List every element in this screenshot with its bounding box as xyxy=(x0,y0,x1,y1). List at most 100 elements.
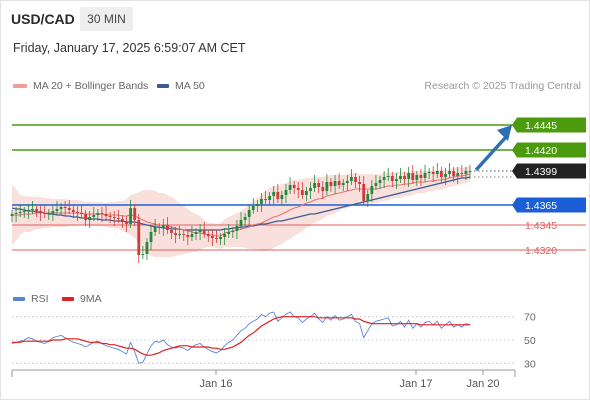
candle-body xyxy=(125,222,128,224)
candle-body xyxy=(149,232,153,242)
candle-body xyxy=(284,190,288,195)
projection-arrow-head xyxy=(497,125,512,141)
candle-body xyxy=(439,171,443,177)
ma50-swatch-icon xyxy=(157,84,169,88)
candle-body xyxy=(227,232,231,234)
candle-body xyxy=(292,185,296,188)
level-label-pointer-1.4445 xyxy=(512,117,517,133)
candle-body xyxy=(71,210,75,212)
candle-body xyxy=(272,192,276,196)
candle-body xyxy=(18,212,22,213)
candle-body xyxy=(63,207,67,208)
candle-body xyxy=(239,220,243,226)
candle-body xyxy=(10,214,14,216)
legend-ma50: MA 50 xyxy=(157,80,205,92)
candle-body xyxy=(247,210,251,217)
candle-body xyxy=(104,214,108,216)
candle-body xyxy=(67,208,71,210)
timeframe-button[interactable]: 30 MIN xyxy=(80,7,133,31)
candle-body xyxy=(386,176,390,177)
rsi-tick-30: 30 xyxy=(524,358,536,370)
level-label-1.4365: 1.4365 xyxy=(525,200,557,212)
candle-body xyxy=(399,176,402,179)
candle-body xyxy=(108,216,112,217)
candle-body xyxy=(354,177,357,182)
candle-body xyxy=(59,207,63,209)
candle-body xyxy=(210,236,214,238)
candle-body xyxy=(321,187,325,191)
candle-body xyxy=(157,227,161,228)
candle-body xyxy=(415,175,419,180)
candle-body xyxy=(345,181,349,183)
candle-body xyxy=(26,210,30,211)
candle-body xyxy=(460,173,464,174)
candle-body xyxy=(141,254,145,255)
candles xyxy=(10,163,472,263)
candle-body xyxy=(313,183,317,188)
ma20-swatch-icon xyxy=(13,84,27,88)
candle-body xyxy=(178,234,182,235)
candle-body xyxy=(215,238,218,239)
candle-body xyxy=(153,227,157,232)
candle-body xyxy=(100,213,104,214)
candle-body xyxy=(137,220,141,255)
datetime-label: Friday, January 17, 2025 6:59:07 AM CET xyxy=(13,41,246,55)
candle-body xyxy=(407,173,411,179)
candle-body xyxy=(341,183,345,185)
candle-body xyxy=(329,182,333,186)
candle-body xyxy=(243,217,247,220)
candle-body xyxy=(403,176,406,179)
candle-body xyxy=(390,176,394,181)
candle-body xyxy=(206,234,210,236)
x-tick-label-Jan 17: Jan 17 xyxy=(399,378,432,390)
candle-body xyxy=(190,234,194,237)
candle-body xyxy=(43,213,47,214)
candle-body xyxy=(374,183,378,186)
candle-body xyxy=(133,208,137,220)
candle-body xyxy=(112,217,116,218)
candle-body xyxy=(419,175,423,178)
rsi-ma-line xyxy=(12,316,470,356)
candle-body xyxy=(350,177,353,181)
candle-body xyxy=(80,213,83,214)
level-label-1.4399: 1.4399 xyxy=(525,166,557,178)
candle-body xyxy=(358,182,361,184)
candle-body xyxy=(325,182,329,191)
level-label-1.4345: 1.4345 xyxy=(525,220,557,232)
rsi-tick-50: 50 xyxy=(524,335,536,347)
candle-body xyxy=(51,211,55,213)
level-label-pointer-1.4365 xyxy=(512,197,517,213)
candle-body xyxy=(186,235,190,237)
candle-body xyxy=(84,214,88,220)
pair-title: USD/CAD xyxy=(11,11,75,27)
candle-body xyxy=(92,215,96,217)
candle-body xyxy=(305,191,308,195)
candle-body xyxy=(198,230,202,232)
level-label-bg-1.4445 xyxy=(517,117,586,133)
candle-body xyxy=(435,171,439,174)
level-label-bg-1.4399 xyxy=(517,163,586,179)
rsi-ma-swatch-icon xyxy=(62,297,74,301)
candle-body xyxy=(333,181,337,186)
candle-body xyxy=(448,171,451,174)
legend-rsi-ma: 9MA xyxy=(62,293,102,305)
candle-body xyxy=(431,172,435,174)
x-tick-label-Jan 16: Jan 16 xyxy=(199,378,232,390)
candle-body xyxy=(260,199,263,204)
candle-body xyxy=(309,188,312,191)
candle-body xyxy=(366,194,370,201)
candle-body xyxy=(464,171,468,174)
legend-ma20-label: MA 20 + Bollinger Bands xyxy=(33,80,149,92)
x-tick-label-Jan 20: Jan 20 xyxy=(466,378,499,390)
candle-body xyxy=(255,204,259,206)
candle-body xyxy=(76,212,79,213)
candle-body xyxy=(165,225,169,230)
candle-body xyxy=(223,234,227,237)
candle-body xyxy=(296,188,300,190)
candle-body xyxy=(452,171,456,176)
rsi-line xyxy=(11,311,471,364)
candle-body xyxy=(251,206,255,210)
candle-body xyxy=(394,179,398,181)
legend-ma20: MA 20 + Bollinger Bands xyxy=(13,80,148,92)
